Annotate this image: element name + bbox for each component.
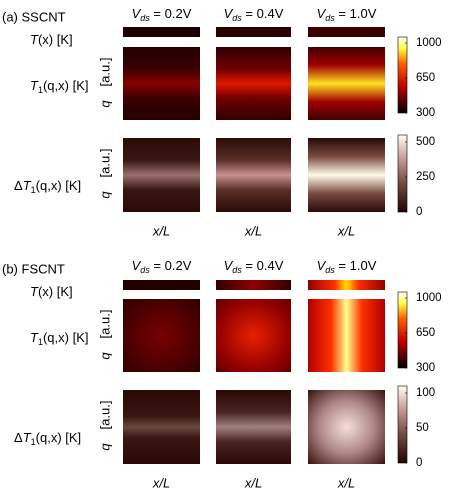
y-axis-label: q (97, 443, 112, 451)
heatmap (123, 47, 200, 120)
row-label: ΔT1(q,x) [K] (14, 178, 81, 195)
x-axis-label: x/L (152, 475, 170, 490)
heatmap (123, 390, 200, 464)
label-var: V (132, 258, 142, 273)
panel-label: (b) FSCNT (2, 261, 65, 276)
heatmap (308, 299, 385, 372)
colorbar (397, 134, 408, 213)
colorbar-tick-label: 650 (416, 327, 435, 339)
label-var: T (23, 430, 32, 445)
row-label: T(x) [K] (30, 284, 73, 299)
y-axis-label: q (97, 191, 112, 199)
row-label: T1(q,x) [K] (30, 330, 88, 347)
label-sub: ds (232, 265, 242, 275)
y-axis-unit: [a.u.] (97, 310, 112, 339)
heatmap (216, 390, 291, 464)
x-axis-label: x/L (244, 223, 262, 238)
label-part: = 1.0V (335, 258, 377, 273)
colorbar-tick-label: 650 (416, 72, 435, 84)
heatmap (123, 299, 200, 372)
column-header: Vds = 0.2V (132, 258, 192, 275)
label-part: (q,x) [K] (43, 78, 89, 93)
y-axis-unit: [a.u.] (97, 58, 112, 87)
heatmap (123, 138, 200, 212)
label-part: = 0.4V (242, 258, 284, 273)
label-var: T (30, 330, 39, 345)
label-var: V (224, 258, 234, 273)
y-axis-unit: [a.u.] (97, 149, 112, 178)
label-sub: ds (140, 13, 150, 23)
heatmap (216, 280, 291, 290)
label-sub: 1 (38, 337, 43, 347)
heatmap (216, 138, 291, 212)
column-header: Vds = 1.0V (317, 6, 377, 23)
label-part: = 0.4V (242, 6, 284, 21)
y-axis-label: q (97, 352, 112, 360)
colorbar (397, 385, 408, 464)
heatmap (308, 138, 385, 212)
y-axis-label: q (97, 100, 112, 108)
label-var: T (23, 178, 32, 193)
colorbar-tick-label: 50 (416, 422, 429, 434)
heatmap (216, 299, 291, 372)
colorbar-tick-label: 300 (416, 107, 435, 119)
label-var: V (224, 6, 234, 21)
label-part: = 1.0V (335, 6, 377, 21)
column-header: Vds = 1.0V (317, 258, 377, 275)
heatmap (308, 47, 385, 120)
heatmap (216, 47, 291, 120)
label-var: V (132, 6, 142, 21)
x-axis-label: x/L (244, 475, 262, 490)
label-part: Δ (14, 178, 23, 193)
x-axis-label: x/L (337, 223, 355, 238)
label-var: T (30, 284, 39, 299)
heatmap (308, 280, 385, 290)
heatmap (123, 280, 200, 290)
heatmap (216, 27, 291, 37)
label-var: T (30, 32, 39, 47)
label-part: (x) [K] (38, 32, 73, 47)
label-part: (q,x) [K] (36, 178, 82, 193)
label-part: = 0.2V (150, 6, 192, 21)
label-var: V (317, 258, 327, 273)
colorbar-tick-label: 300 (416, 362, 435, 374)
column-header: Vds = 0.4V (224, 6, 284, 23)
colorbar-tick-label: 1000 (416, 37, 442, 49)
label-part: Δ (14, 430, 23, 445)
row-label: ΔT1(q,x) [K] (14, 430, 81, 447)
label-sub: 1 (31, 185, 36, 195)
label-sub: 1 (38, 85, 43, 95)
label-sub: ds (232, 13, 242, 23)
column-header: Vds = 0.2V (132, 6, 192, 23)
colorbar (397, 291, 408, 369)
colorbar-tick-label: 0 (416, 457, 422, 469)
label-sub: ds (325, 265, 335, 275)
label-part: (x) [K] (38, 284, 73, 299)
colorbar-tick-label: 0 (416, 206, 422, 218)
row-label: T(x) [K] (30, 32, 73, 47)
colorbar (397, 36, 408, 114)
heatmap (308, 27, 385, 37)
heatmap (123, 27, 200, 37)
heatmap (308, 390, 385, 464)
label-part: (q,x) [K] (36, 430, 82, 445)
label-sub: ds (325, 13, 335, 23)
label-var: V (317, 6, 327, 21)
label-sub: 1 (31, 437, 36, 447)
y-axis-unit: [a.u.] (97, 401, 112, 430)
label-sub: ds (140, 265, 150, 275)
colorbar-tick-label: 500 (416, 136, 435, 148)
label-part: = 0.2V (150, 258, 192, 273)
label-part: (q,x) [K] (43, 330, 89, 345)
row-label: T1(q,x) [K] (30, 78, 88, 95)
label-var: T (30, 78, 39, 93)
panel-label: (a) SSCNT (2, 9, 66, 24)
column-header: Vds = 0.4V (224, 258, 284, 275)
x-axis-label: x/L (337, 475, 355, 490)
colorbar-tick-label: 1000 (416, 292, 442, 304)
x-axis-label: x/L (152, 223, 170, 238)
colorbar-tick-label: 100 (416, 387, 435, 399)
colorbar-tick-label: 250 (416, 171, 435, 183)
